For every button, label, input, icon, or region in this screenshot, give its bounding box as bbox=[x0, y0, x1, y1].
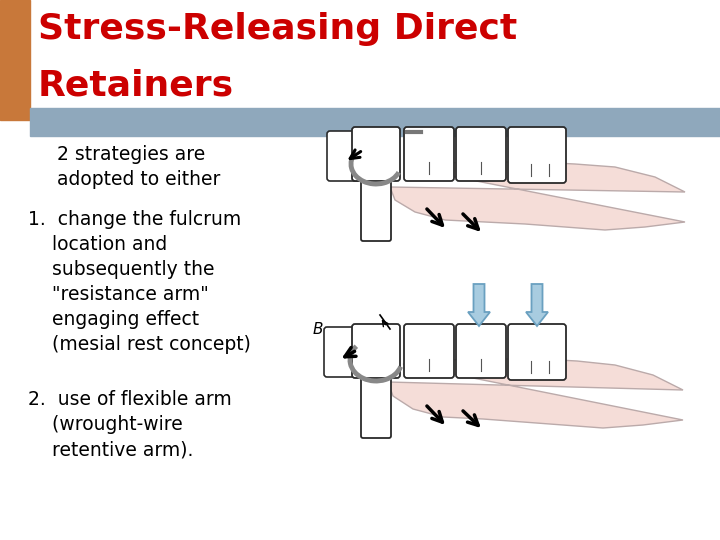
FancyBboxPatch shape bbox=[361, 369, 391, 438]
FancyBboxPatch shape bbox=[361, 172, 391, 241]
Text: 1.  change the fulcrum
    location and
    subsequently the
    "resistance arm: 1. change the fulcrum location and subse… bbox=[28, 210, 251, 354]
Text: 2.  use of flexible arm
    (wrought-wire
    retentive arm).: 2. use of flexible arm (wrought-wire ret… bbox=[28, 390, 232, 459]
FancyBboxPatch shape bbox=[508, 324, 566, 380]
Bar bbox=[30, 108, 720, 136]
FancyBboxPatch shape bbox=[456, 127, 506, 181]
FancyBboxPatch shape bbox=[324, 327, 364, 377]
FancyArrow shape bbox=[468, 284, 490, 326]
Text: 2 strategies are
  adopted to either: 2 strategies are adopted to either bbox=[45, 145, 220, 189]
FancyBboxPatch shape bbox=[456, 324, 506, 378]
FancyBboxPatch shape bbox=[352, 127, 400, 181]
Bar bbox=[0, 0, 30, 120]
FancyBboxPatch shape bbox=[404, 127, 454, 181]
FancyBboxPatch shape bbox=[352, 324, 400, 378]
Polygon shape bbox=[388, 359, 683, 428]
Text: Stress-Releasing Direct: Stress-Releasing Direct bbox=[38, 12, 517, 46]
Polygon shape bbox=[390, 162, 685, 230]
FancyBboxPatch shape bbox=[508, 127, 566, 183]
Text: B: B bbox=[313, 322, 323, 337]
FancyBboxPatch shape bbox=[404, 324, 454, 378]
Text: Retainers: Retainers bbox=[38, 68, 234, 102]
FancyArrow shape bbox=[526, 284, 548, 326]
FancyBboxPatch shape bbox=[327, 131, 365, 181]
